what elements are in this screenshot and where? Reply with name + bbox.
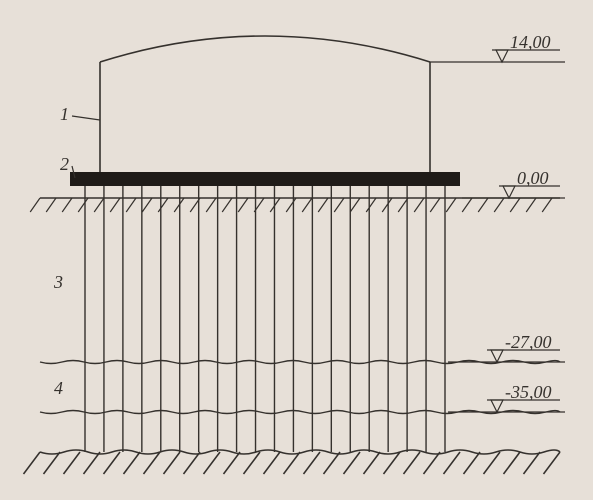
diagram-canvas: 14,00 0,00 -27,00 -35,00 1 2 3 4 [0, 0, 593, 500]
elevation-label: 0,00 [517, 168, 549, 188]
callout: 3 [53, 272, 63, 292]
elevation-label: -35,00 [505, 382, 552, 402]
callout-label: 3 [53, 272, 63, 292]
elevation-label: -27,00 [505, 332, 552, 352]
callout: 4 [54, 378, 63, 398]
foundation-slab [70, 172, 460, 186]
callout-label: 2 [60, 154, 69, 174]
elevation-label: 14,00 [510, 32, 551, 52]
callout-label: 1 [60, 104, 69, 124]
background [0, 0, 593, 500]
callout-label: 4 [54, 378, 63, 398]
